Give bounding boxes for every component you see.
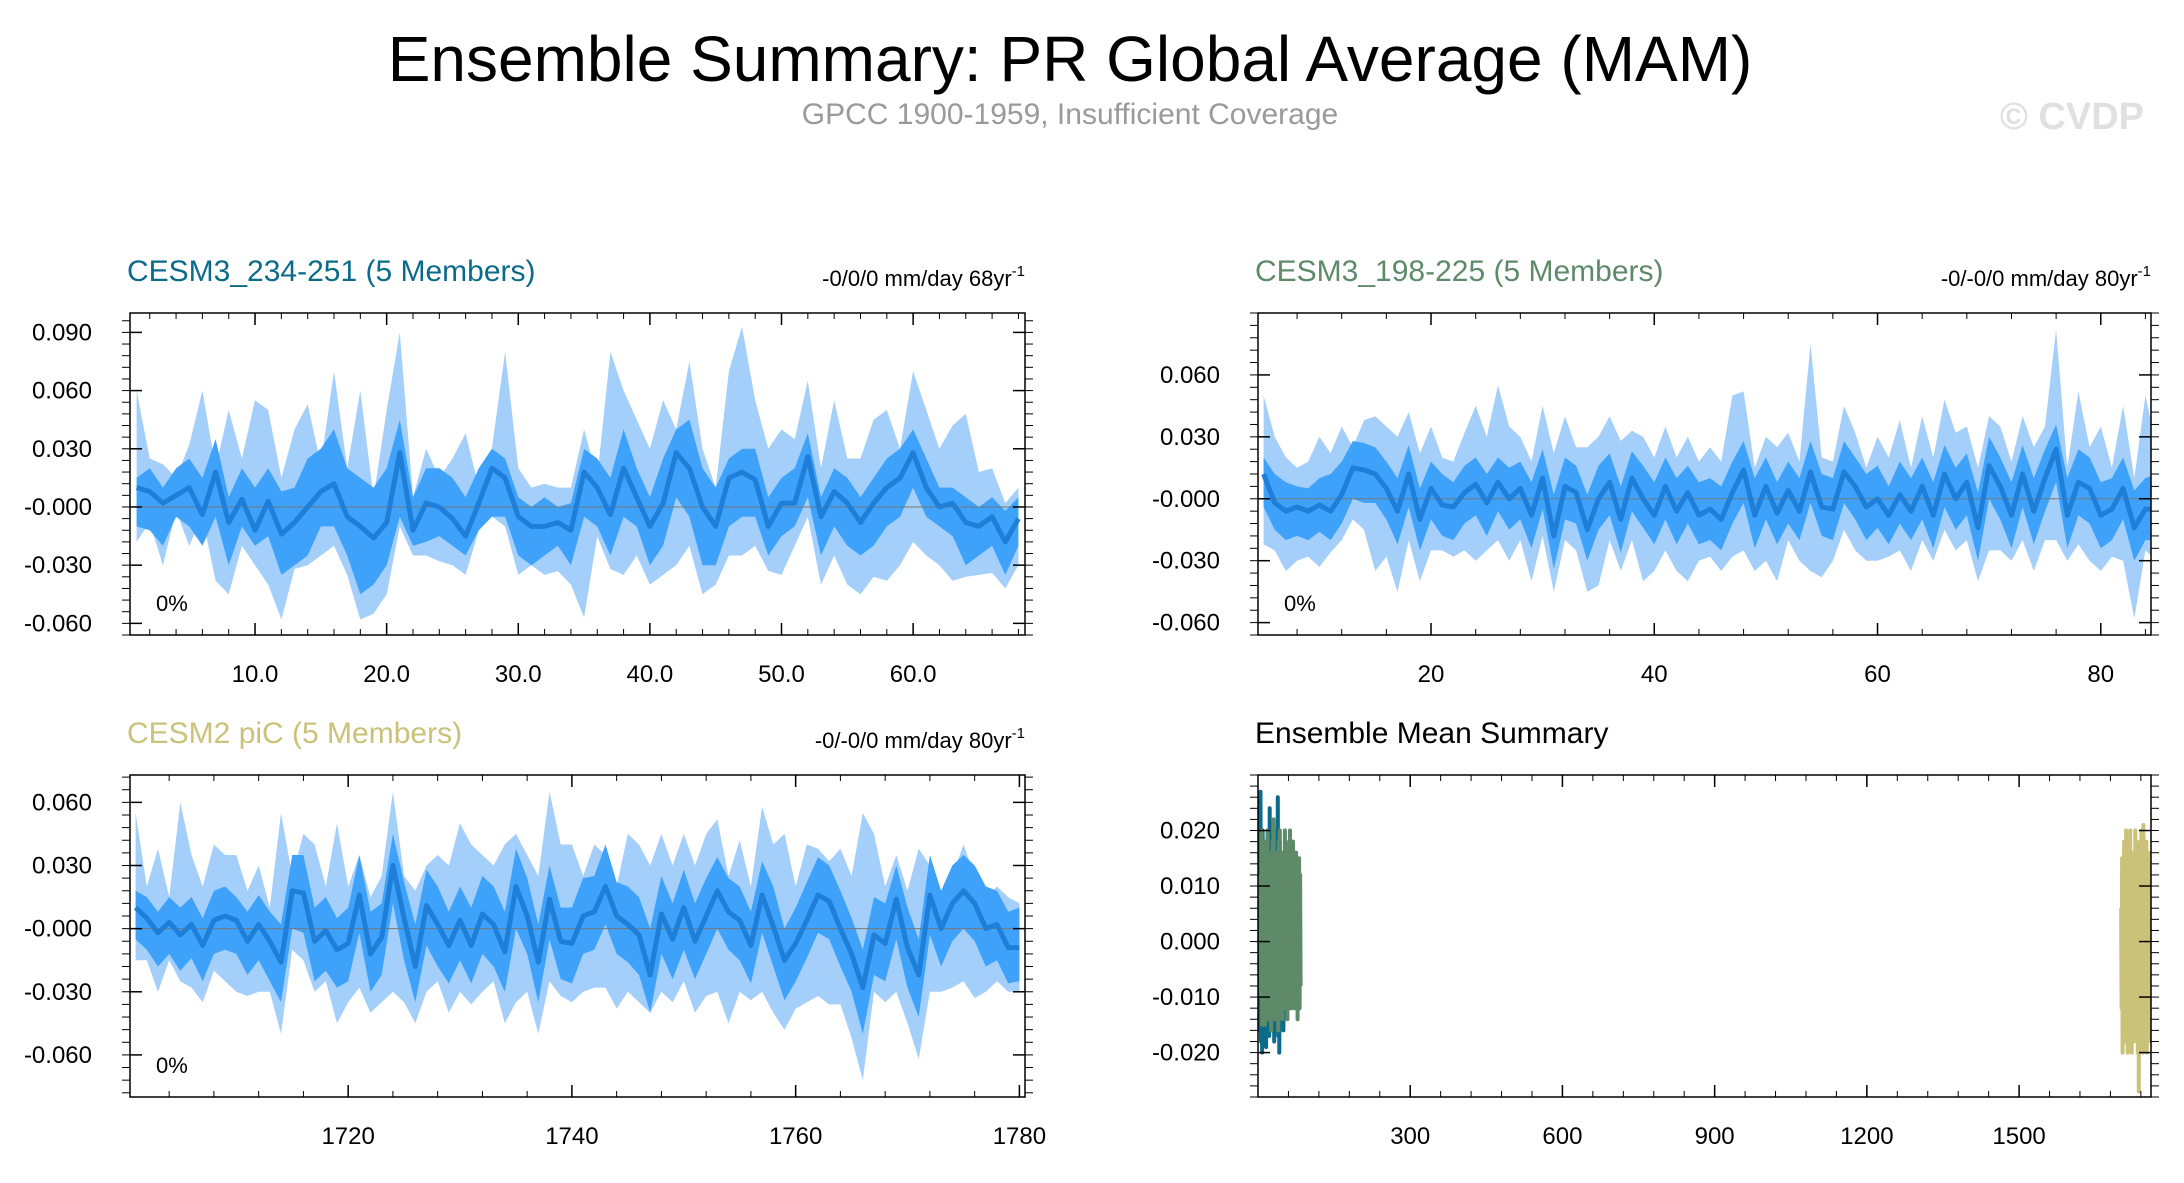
y-tick-label: 0.030: [32, 852, 92, 879]
percent-label: 0%: [1284, 591, 1316, 616]
y-tick-label: -0.000: [1152, 486, 1220, 513]
page-subtitle: GPCC 1900-1959, Insufficient Coverage: [801, 98, 1339, 131]
percent-label: 0%: [156, 591, 188, 616]
y-tick-label: 0.020: [1160, 818, 1220, 845]
series-line-1: [1258, 817, 1303, 1033]
panel-title: Ensemble Mean Summary: [1255, 717, 1608, 750]
panel-title: CESM3_234-251 (5 Members): [127, 255, 536, 288]
x-tick-label: 30.0: [495, 661, 542, 688]
trend-label: -0/-0/0 mm/day 80yr-1: [1941, 263, 2151, 291]
x-tick-label: 1780: [993, 1123, 1046, 1150]
trend-superscript: -1: [1012, 725, 1025, 742]
plot-content: [130, 326, 1025, 620]
y-tick-label: 0.060: [32, 789, 92, 816]
x-tick-label: 60: [1864, 661, 1891, 688]
trend-text: -0/0/0 mm/day 68yr: [822, 266, 1012, 291]
x-tick-label: 60.0: [890, 661, 937, 688]
x-tick-label: 1720: [321, 1123, 374, 1150]
y-tick-label: -0.030: [24, 552, 92, 579]
panel-cesm3-198-225: CESM3_198-225 (5 Members) -0/-0/0 mm/day…: [1152, 255, 2159, 688]
trend-label: -0/0/0 mm/day 68yr-1: [822, 263, 1025, 291]
trend-superscript: -1: [2138, 263, 2151, 280]
x-tick-label: 20.0: [363, 661, 410, 688]
y-tick-label: 0.010: [1160, 873, 1220, 900]
trend-text: -0/-0/0 mm/day 80yr: [1941, 266, 2138, 291]
panel-cesm3-234-251: CESM3_234-251 (5 Members) -0/0/0 mm/day …: [24, 255, 1033, 688]
plot-frame: [1257, 774, 2152, 1098]
x-tick-label: 900: [1695, 1123, 1735, 1150]
y-tick-label: -0.060: [1152, 610, 1220, 637]
y-tick-label: 0.030: [1160, 424, 1220, 451]
percent-label: 0%: [156, 1053, 188, 1078]
y-tick-label: -0.000: [24, 494, 92, 521]
y-tick-label: 0.060: [1160, 362, 1220, 389]
x-tick-label: 1760: [769, 1123, 822, 1150]
plot-content: [1258, 789, 2151, 1094]
y-tick-label: -0.010: [1152, 984, 1220, 1011]
series-line-2: [2119, 823, 2151, 1094]
x-tick-label: 20: [1418, 661, 1445, 688]
trend-superscript: -1: [1012, 263, 1025, 280]
y-tick-label: 0.090: [32, 319, 92, 346]
plot-area: 1720 1740 1760 1780 -0.060 -0.030 -0.000 0.030 0…: [24, 774, 1046, 1150]
x-tick-label: 40: [1641, 661, 1668, 688]
x-tick-label: 10.0: [232, 661, 279, 688]
ensemble-mean-line: [135, 450, 1021, 545]
plot-area: 20 40 60 80 -0.060 -0.030 -0.000 0.030 0.060: [1152, 312, 2159, 688]
y-tick-label: 0.030: [32, 436, 92, 463]
x-tick-label: 80: [2087, 661, 2114, 688]
plot-frame: [129, 774, 1026, 1098]
plot-area: 10.0 20.0 30.0 40.0 50.0 60.0 -0.060 -0.030 -0.0…: [24, 312, 1033, 688]
inner-range-band: [1263, 424, 2151, 569]
x-tick-label: 1740: [545, 1123, 598, 1150]
panel-title: CESM3_198-225 (5 Members): [1255, 255, 1664, 288]
y-tick-label: -0.060: [24, 610, 92, 637]
cvdp-watermark: © CVDP: [1999, 96, 2144, 138]
plot-content: [1258, 329, 2151, 619]
y-tick-label: 0.000: [1160, 929, 1220, 956]
x-tick-label: 50.0: [758, 661, 805, 688]
y-tick-label: -0.030: [24, 979, 92, 1006]
x-tick-label: 1500: [1992, 1123, 2045, 1150]
panel-cesm2-pic: CESM2 piC (5 Members) -0/-0/0 mm/day 80y…: [24, 717, 1046, 1150]
plot-content: [130, 791, 1025, 1081]
y-tick-label: -0.020: [1152, 1040, 1220, 1067]
trend-label: -0/-0/0 mm/day 80yr-1: [815, 725, 1025, 753]
page-title: Ensemble Summary: PR Global Average (MAM…: [387, 23, 1753, 95]
y-tick-label: -0.030: [1152, 548, 1220, 575]
y-tick-label: -0.060: [24, 1042, 92, 1069]
x-tick-label: 40.0: [627, 661, 674, 688]
x-tick-label: 300: [1390, 1123, 1430, 1150]
x-tick-label: 600: [1542, 1123, 1582, 1150]
ensemble-mean-line: [133, 863, 1020, 991]
plot-area: 300 600 900 1200 1500 -0.020 -0.010 0.000 0.010 0…: [1152, 774, 2159, 1150]
y-tick-label: 0.060: [32, 378, 92, 405]
y-tick-label: -0.000: [24, 916, 92, 943]
panel-title: CESM2 piC (5 Members): [127, 717, 462, 750]
plot-frame: [129, 312, 1026, 636]
panel-ensemble-mean-summary: Ensemble Mean Summary 300 600 900 1200 1500 -…: [1152, 717, 2159, 1150]
outer-range-band: [1263, 329, 2151, 619]
ensemble-mean-line: [1261, 446, 2151, 539]
trend-text: -0/-0/0 mm/day 80yr: [815, 728, 1012, 753]
x-tick-label: 1200: [1840, 1123, 1893, 1150]
